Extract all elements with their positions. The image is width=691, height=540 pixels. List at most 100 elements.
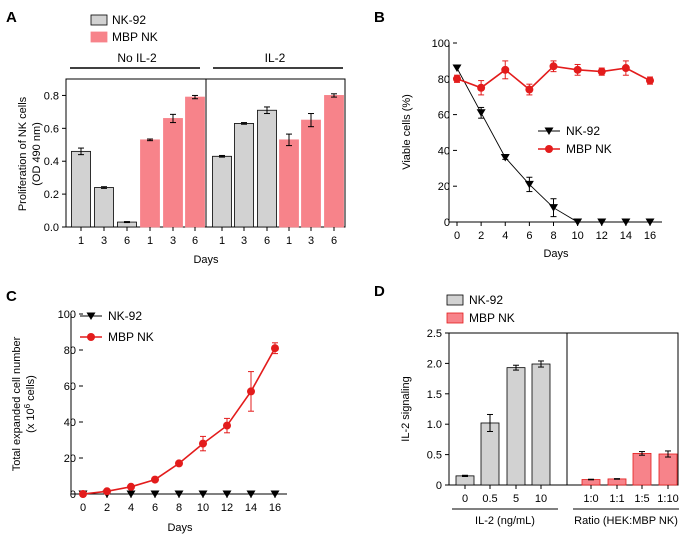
point-nk92-day12 bbox=[597, 218, 607, 226]
legend-swatch-nk92-d bbox=[446, 294, 464, 306]
x-tick-label-c: 8 bbox=[176, 502, 182, 514]
bar-nk92-g1-day3 bbox=[234, 123, 254, 228]
y-tick-label-b: 80 bbox=[438, 74, 450, 86]
y-tick-label-b: 40 bbox=[438, 145, 450, 157]
x-tick-label-a: 6 bbox=[192, 235, 198, 247]
x-tick-label-d: 1:1 bbox=[609, 493, 624, 505]
point-mbpnk-day4 bbox=[127, 482, 135, 491]
x-tick-label-a: 1 bbox=[286, 235, 292, 247]
bar-mbpnk-1:0 bbox=[581, 479, 601, 486]
x-tick-label-d: 0 bbox=[462, 493, 468, 505]
point-nk92-day16 bbox=[270, 490, 280, 498]
x-tick-label-c: 14 bbox=[245, 502, 257, 514]
y-tick-label-b: 0 bbox=[444, 217, 450, 229]
y-tick-label-c: 80 bbox=[64, 345, 76, 357]
point-nk92-day2 bbox=[476, 109, 486, 117]
legend-label-nk92-b: NK-92 bbox=[566, 124, 600, 138]
x-tick-label-b: 10 bbox=[572, 230, 584, 242]
y-tick-label-b: 20 bbox=[438, 181, 450, 193]
point-mbpnk-day14 bbox=[621, 64, 630, 73]
x-tick-label-a: 6 bbox=[331, 235, 337, 247]
panel-label-c: C bbox=[6, 288, 17, 305]
point-mbpnk-day8 bbox=[175, 459, 183, 468]
x-tick-label-a: 6 bbox=[264, 235, 270, 247]
x-tick-label-b: 16 bbox=[644, 230, 656, 242]
point-nk92-day4 bbox=[126, 490, 136, 498]
x-tick-label-a: 3 bbox=[308, 235, 314, 247]
point-nk92-day14 bbox=[621, 218, 631, 226]
legend-swatch-mbpnk-d bbox=[446, 312, 464, 324]
bar-mbpnk-g0-day6 bbox=[185, 96, 205, 228]
x-tick-label-d: 5 bbox=[513, 493, 519, 505]
bar-mbpnk-g0-day3 bbox=[163, 118, 183, 228]
x-tick-label-a: 3 bbox=[241, 235, 247, 247]
x-tick-label-c: 16 bbox=[269, 502, 281, 514]
y-tick-label-a: 0.4 bbox=[44, 156, 59, 168]
bar-nk92-0.5 bbox=[480, 422, 500, 486]
bar-mbpnk-1:1 bbox=[607, 478, 627, 486]
point-nk92-day16 bbox=[645, 218, 655, 226]
x-tick-label-d: 1:0 bbox=[583, 493, 598, 505]
x-axis-label-b: Days bbox=[543, 248, 569, 260]
y-tick-label-d: 1.5 bbox=[427, 389, 442, 401]
x-tick-label-a: 1 bbox=[219, 235, 225, 247]
legend-marker-mbpnk-b bbox=[545, 145, 553, 153]
plot-frame-d bbox=[448, 332, 679, 486]
x-tick-label-b: 12 bbox=[596, 230, 608, 242]
y-axis-label-a-1: Proliferation of NK cells bbox=[17, 96, 29, 211]
legend-label-nk92-c: NK-92 bbox=[108, 309, 142, 323]
y-tick-label-a: 0.6 bbox=[44, 123, 59, 135]
y-tick-label-b: 100 bbox=[432, 38, 450, 50]
legend-label-mbpnk-c: MBP NK bbox=[108, 330, 154, 344]
point-mbpnk-day14 bbox=[247, 387, 255, 396]
y-tick-label-d: 1.0 bbox=[427, 419, 442, 431]
x-tick-label-b: 2 bbox=[478, 230, 484, 242]
point-nk92-day12 bbox=[222, 490, 232, 498]
x-tick-label-b: 6 bbox=[526, 230, 532, 242]
bar-nk92-0 bbox=[455, 475, 475, 486]
y-axis-label-d: IL-2 signaling bbox=[400, 376, 412, 441]
point-nk92-day0 bbox=[452, 64, 462, 73]
point-mbpnk-day16 bbox=[646, 76, 654, 85]
y-tick-label-a: 0.0 bbox=[44, 222, 59, 234]
point-mbpnk-day2 bbox=[103, 487, 111, 496]
x-tick-label-a: 1 bbox=[147, 235, 153, 247]
point-nk92-day6 bbox=[524, 180, 534, 189]
point-mbpnk-day8 bbox=[549, 62, 558, 71]
bar-nk92-5 bbox=[506, 367, 526, 486]
y-tick-label-c: 40 bbox=[64, 417, 76, 429]
legend-swatch-mbpnk bbox=[90, 31, 108, 43]
point-nk92-day4 bbox=[500, 154, 510, 162]
y-axis-label-c-1: Total expanded cell number bbox=[11, 336, 23, 471]
x-tick-label-a: 6 bbox=[124, 235, 130, 247]
x-tick-label-d: 0.5 bbox=[482, 493, 497, 505]
group-label-il2-conc: IL-2 (ng/mL) bbox=[475, 515, 535, 527]
point-mbpnk-day6 bbox=[525, 85, 534, 94]
panel-label-a: A bbox=[6, 9, 17, 26]
legend-marker-nk92-c bbox=[86, 312, 96, 320]
point-mbpnk-day2 bbox=[477, 83, 486, 92]
x-tick-label-b: 4 bbox=[502, 230, 508, 242]
point-mbpnk-day10 bbox=[199, 439, 207, 448]
point-nk92-day8 bbox=[174, 490, 184, 498]
point-mbpnk-day4 bbox=[501, 65, 510, 74]
panel-c: 0 2 4 6 8 10 12 14 16 0 20 40 60 80 100 Total expanded… bbox=[11, 309, 287, 534]
bar-mbpnk-g1-day3 bbox=[301, 119, 321, 228]
x-tick-label-a: 1 bbox=[78, 235, 84, 247]
x-tick-label-b: 0 bbox=[454, 230, 460, 242]
bar-nk92-g0-day3 bbox=[94, 187, 114, 228]
y-tick-label-c: 60 bbox=[64, 381, 76, 393]
legend-label-nk92-d: NK-92 bbox=[469, 293, 503, 307]
point-mbpnk-day0 bbox=[453, 74, 461, 83]
legend-label-mbpnk-b: MBP NK bbox=[566, 142, 612, 156]
bar-nk92-g1-day1 bbox=[212, 155, 232, 228]
panel-b: 0 2 4 6 8 10 12 14 16 0 20 40 60 80 100 Viable cells (… bbox=[401, 38, 662, 260]
y-axis-label-a-2: (OD 490 nm) bbox=[31, 122, 43, 186]
y-tick-label-a: 0.8 bbox=[44, 90, 59, 102]
y-axis-label-b: Viable cells (%) bbox=[401, 94, 413, 170]
series-line-mbpnk-c bbox=[82, 347, 276, 495]
y-tick-label-d: 0.5 bbox=[427, 450, 442, 462]
x-axis-label-a: Days bbox=[193, 254, 219, 266]
bar-mbpnk-g1-day6 bbox=[324, 95, 344, 228]
